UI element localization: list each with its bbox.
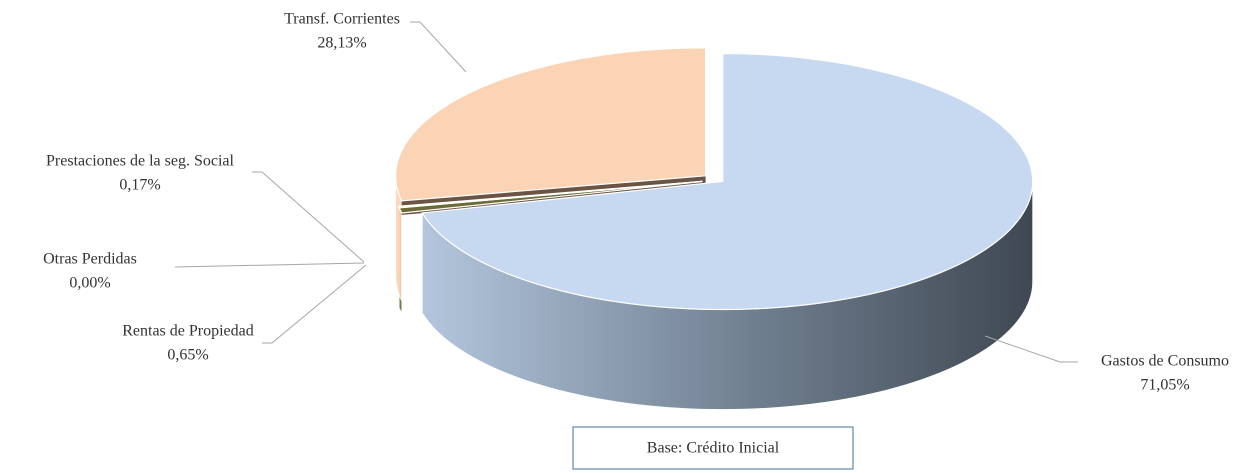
slice bbox=[395, 47, 707, 202]
slice bbox=[397, 180, 703, 209]
leader-line bbox=[984, 335, 1078, 363]
leader-line bbox=[174, 262, 365, 268]
leader-line bbox=[262, 264, 367, 344]
slice bbox=[421, 52, 1034, 311]
slice-label: Transf. Corrientes bbox=[284, 11, 400, 28]
slice-label: Gastos de Consumo bbox=[1101, 353, 1229, 370]
slice-tops bbox=[395, 47, 1034, 311]
slice-value-label: 71,05% bbox=[1140, 377, 1189, 394]
slice-value-label: 0,00% bbox=[69, 275, 110, 292]
annotation: Base: Crédito Inicial bbox=[647, 440, 780, 457]
slice-label: Otras Perdidas bbox=[43, 251, 137, 268]
slice-label: Rentas de Propiedad bbox=[122, 323, 254, 340]
slice-value-label: 0,65% bbox=[167, 347, 208, 364]
slice-value-label: 28,13% bbox=[317, 35, 366, 52]
annotation-box bbox=[572, 426, 854, 470]
slice-label: Prestaciones de la seg. Social bbox=[46, 153, 235, 170]
leader-line bbox=[252, 171, 365, 263]
slice-value-label: 0,17% bbox=[119, 177, 160, 194]
labels: Gastos de Consumo 71,05% Rentas de Propied… bbox=[43, 11, 1229, 394]
leader-line bbox=[410, 21, 467, 73]
